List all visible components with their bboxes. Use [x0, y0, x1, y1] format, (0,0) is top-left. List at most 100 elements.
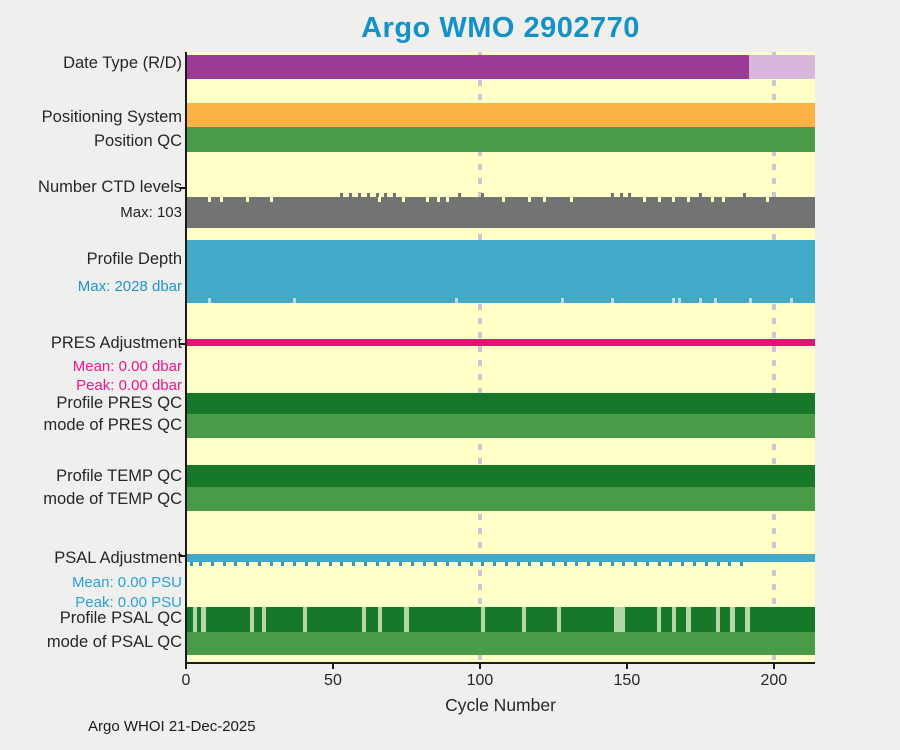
band-profile_pres_qc — [186, 393, 815, 414]
x-tick-label-150: 150 — [613, 672, 641, 689]
notch-profile_depth — [293, 298, 297, 303]
nub-ctd_levels — [340, 193, 344, 197]
row-label-profile-temp-qc: Profile TEMP QC — [56, 467, 182, 485]
adj-tick-psal_adjustment — [269, 562, 273, 566]
adj-tick-psal_adjustment — [740, 562, 744, 566]
y-axis-minortick — [179, 343, 185, 345]
notch-ctd_levels — [402, 197, 405, 202]
band-ctd_levels — [186, 197, 815, 228]
y-axis-minortick — [179, 555, 185, 557]
x-axis-tick-150 — [626, 663, 628, 669]
adj-tick-psal_adjustment — [610, 562, 614, 566]
notch-ctd_levels — [687, 197, 691, 202]
stripe-profile_psal_qc — [730, 607, 735, 632]
stripe-profile_psal_qc — [657, 607, 662, 632]
x-axis-tick-0 — [185, 663, 187, 669]
row-label-psal-adjustment: PSAL Adjustment — [54, 549, 182, 567]
adj-tick-psal_adjustment — [669, 562, 673, 566]
adj-tick-psal_adjustment — [434, 562, 438, 566]
adj-tick-psal_adjustment — [716, 562, 720, 566]
row-label-positioning: Positioning System — [41, 108, 182, 126]
nub-ctd_levels — [610, 193, 614, 197]
notch-ctd_levels — [672, 197, 676, 202]
stripe-profile_psal_qc — [521, 607, 527, 632]
nub-ctd_levels — [628, 193, 632, 197]
nub-ctd_levels — [457, 193, 461, 197]
row-label-position-qc: Position QC — [93, 132, 182, 150]
adj-tick-psal_adjustment — [387, 562, 391, 566]
adj-tick-psal_adjustment — [281, 562, 285, 566]
adj-tick-psal_adjustment — [504, 562, 508, 566]
row-sublabel-psal-peak: Peak: 0.00 PSU — [75, 594, 182, 611]
adj-tick-psal_adjustment — [563, 562, 567, 566]
notch-ctd_levels — [528, 197, 532, 202]
stripe-profile_psal_qc — [192, 607, 198, 632]
band-psal_adjustment — [186, 554, 815, 562]
nub-ctd_levels — [349, 193, 353, 197]
footer-credit: Argo WHOI 21-Dec-2025 — [88, 718, 256, 735]
row-label-mode-temp-qc: mode of TEMP QC — [43, 490, 182, 508]
notch-ctd_levels — [219, 197, 223, 202]
adj-tick-psal_adjustment — [516, 562, 520, 566]
row-label-mode-pres-qc: mode of PRES QC — [43, 416, 182, 434]
nub-ctd_levels — [698, 193, 702, 197]
adj-tick-psal_adjustment — [316, 562, 320, 566]
adj-tick-psal_adjustment — [657, 562, 661, 566]
notch-profile_depth — [713, 298, 717, 303]
stripe-profile_psal_qc — [201, 607, 206, 632]
row-sublabel-depth-max: Max: 2028 dbar — [77, 278, 182, 295]
stripe-profile_psal_qc — [671, 607, 677, 632]
notch-profile_depth — [610, 298, 614, 303]
adj-tick-psal_adjustment — [399, 562, 403, 566]
x-axis-label: Cycle Number — [445, 695, 556, 715]
stripe-profile_psal_qc — [302, 607, 308, 632]
stripe-profile_psal_qc — [361, 607, 367, 632]
band-mode_psal_qc — [186, 632, 815, 655]
stripe-profile_psal_qc — [404, 607, 409, 632]
row-sublabel-psal-mean: Mean: 0.00 PSU — [71, 574, 182, 591]
band-mode_temp_qc — [186, 487, 815, 511]
stripe-profile_psal_qc — [686, 607, 691, 632]
y-axis-minortick — [179, 187, 185, 189]
adj-tick-psal_adjustment — [481, 562, 485, 566]
band-profile_temp_qc — [186, 465, 815, 487]
adj-tick-psal_adjustment — [551, 562, 555, 566]
notch-ctd_levels — [269, 197, 273, 202]
adj-tick-psal_adjustment — [681, 562, 685, 566]
notch-profile_depth — [454, 298, 458, 303]
adj-tick-psal_adjustment — [528, 562, 532, 566]
adj-tick-psal_adjustment — [234, 562, 238, 566]
band-date_type-segment-1 — [748, 55, 815, 79]
stripe-profile_psal_qc — [261, 607, 267, 632]
stripe-profile_psal_qc — [557, 607, 562, 632]
adj-tick-psal_adjustment — [692, 562, 696, 566]
adj-tick-psal_adjustment — [375, 562, 379, 566]
notch-profile_depth — [672, 298, 676, 303]
stripe-profile_psal_qc — [377, 607, 383, 632]
notch-profile_depth — [698, 298, 702, 303]
adj-tick-psal_adjustment — [704, 562, 708, 566]
notch-profile_depth — [208, 298, 211, 303]
notch-ctd_levels — [710, 197, 714, 202]
notch-ctd_levels — [425, 197, 429, 202]
nub-ctd_levels — [393, 193, 397, 197]
band-profile_psal_qc — [186, 607, 815, 632]
x-axis-line — [185, 662, 815, 664]
notch-ctd_levels — [569, 197, 573, 202]
x-axis-tick-200 — [773, 663, 775, 669]
adj-tick-psal_adjustment — [587, 562, 591, 566]
notch-profile_depth — [678, 298, 682, 303]
notch-ctd_levels — [543, 197, 547, 202]
notch-profile_depth — [560, 298, 564, 303]
adj-tick-psal_adjustment — [293, 562, 297, 566]
notch-ctd_levels — [657, 197, 661, 202]
adj-tick-psal_adjustment — [446, 562, 450, 566]
adj-tick-psal_adjustment — [410, 562, 414, 566]
band-pres_adjustment — [186, 339, 815, 346]
notch-ctd_levels — [437, 197, 441, 202]
band-date_type-segment-0 — [186, 55, 749, 79]
stripe-profile_psal_qc — [249, 607, 255, 632]
adj-tick-psal_adjustment — [222, 562, 226, 566]
nub-ctd_levels — [481, 193, 485, 197]
notch-ctd_levels — [246, 197, 250, 202]
